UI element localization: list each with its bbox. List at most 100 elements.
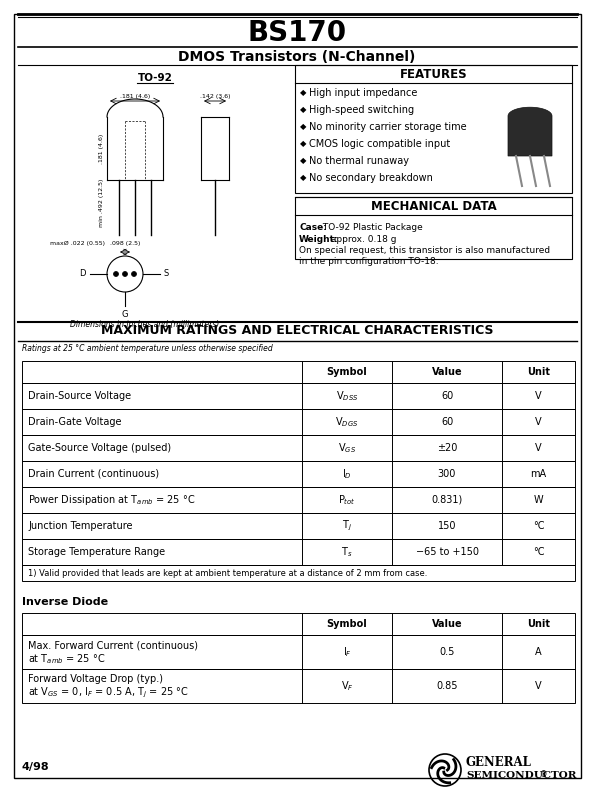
Text: −65 to +150: −65 to +150 xyxy=(415,547,478,557)
Text: mA: mA xyxy=(530,469,547,479)
Text: 0.831): 0.831) xyxy=(431,495,463,505)
Text: ◆: ◆ xyxy=(300,173,306,182)
Text: 0.85: 0.85 xyxy=(436,681,458,691)
Text: Weight:: Weight: xyxy=(299,234,339,243)
Bar xyxy=(22,383,575,409)
Text: min .492 (12.5): min .492 (12.5) xyxy=(99,178,104,227)
Text: Drain-Gate Voltage: Drain-Gate Voltage xyxy=(28,417,121,427)
Text: ±20: ±20 xyxy=(437,443,457,453)
Text: Drain-Source Voltage: Drain-Source Voltage xyxy=(28,391,131,401)
Text: ®: ® xyxy=(540,771,547,779)
Text: at T$_{amb}$ = 25 °C: at T$_{amb}$ = 25 °C xyxy=(28,652,105,666)
Bar xyxy=(22,613,575,635)
Text: DMOS Transistors (N-Channel): DMOS Transistors (N-Channel) xyxy=(178,50,416,64)
Polygon shape xyxy=(508,107,552,156)
Text: .142 (3.6): .142 (3.6) xyxy=(200,94,230,99)
Text: No minority carrier storage time: No minority carrier storage time xyxy=(309,122,466,132)
Text: P$_{tot}$: P$_{tot}$ xyxy=(338,493,356,507)
Text: Symbol: Symbol xyxy=(327,619,367,629)
Bar xyxy=(22,635,575,669)
Text: Storage Temperature Range: Storage Temperature Range xyxy=(28,547,165,557)
Text: Inverse Diode: Inverse Diode xyxy=(22,597,108,607)
Text: T$_{s}$: T$_{s}$ xyxy=(342,545,353,559)
Text: Symbol: Symbol xyxy=(327,367,367,377)
Text: Value: Value xyxy=(432,619,462,629)
Text: FEATURES: FEATURES xyxy=(400,67,467,81)
Bar xyxy=(295,65,572,193)
Bar xyxy=(22,409,575,435)
Text: W: W xyxy=(534,495,543,505)
Circle shape xyxy=(123,272,127,276)
Bar xyxy=(22,565,575,581)
Text: Max. Forward Current (continuous): Max. Forward Current (continuous) xyxy=(28,640,198,650)
Text: High input impedance: High input impedance xyxy=(309,88,417,98)
Text: S: S xyxy=(164,269,169,279)
Text: Forward Voltage Drop (typ.): Forward Voltage Drop (typ.) xyxy=(28,674,163,684)
Text: A: A xyxy=(535,647,542,657)
Bar xyxy=(22,487,575,513)
Text: No secondary breakdown: No secondary breakdown xyxy=(309,173,433,183)
Bar xyxy=(295,197,572,259)
Text: at V$_{GS}$ = 0, I$_{F}$ = 0.5 A, T$_{j}$ = 25 °C: at V$_{GS}$ = 0, I$_{F}$ = 0.5 A, T$_{j}… xyxy=(28,686,189,700)
Text: T$_{j}$: T$_{j}$ xyxy=(342,519,352,533)
Text: V$_{F}$: V$_{F}$ xyxy=(340,679,353,693)
Text: 300: 300 xyxy=(438,469,456,479)
Bar xyxy=(22,361,575,383)
Text: ◆: ◆ xyxy=(300,139,306,148)
Circle shape xyxy=(114,272,118,276)
Text: G: G xyxy=(122,310,129,319)
Text: 4/98: 4/98 xyxy=(22,762,49,772)
Text: On special request, this transistor is also manufactured: On special request, this transistor is a… xyxy=(299,246,550,255)
Text: maxØ .022 (0.55): maxØ .022 (0.55) xyxy=(50,241,105,246)
Text: in the pin configuration TO-18.: in the pin configuration TO-18. xyxy=(299,257,439,266)
Bar xyxy=(22,539,575,565)
Text: CMOS logic compatible input: CMOS logic compatible input xyxy=(309,139,450,149)
Text: 1) Valid provided that leads are kept at ambient temperature at a distance of 2 : 1) Valid provided that leads are kept at… xyxy=(28,569,427,577)
Text: V: V xyxy=(535,417,542,427)
Text: ◆: ◆ xyxy=(300,123,306,131)
Bar xyxy=(22,513,575,539)
Text: V: V xyxy=(535,681,542,691)
Text: GENERAL: GENERAL xyxy=(466,756,532,770)
Circle shape xyxy=(131,272,136,276)
Text: Power Dissipation at T$_{amb}$ = 25 °C: Power Dissipation at T$_{amb}$ = 25 °C xyxy=(28,493,195,507)
Text: 0.5: 0.5 xyxy=(439,647,455,657)
Text: Ratings at 25 °C ambient temperature unless otherwise specified: Ratings at 25 °C ambient temperature unl… xyxy=(22,344,273,353)
Text: Value: Value xyxy=(432,367,462,377)
Text: D: D xyxy=(80,269,86,279)
Text: Dimensions in inches and (millimeters): Dimensions in inches and (millimeters) xyxy=(70,320,220,329)
Text: High-speed switching: High-speed switching xyxy=(309,105,414,115)
Text: °C: °C xyxy=(533,547,544,557)
Text: V: V xyxy=(535,443,542,453)
Text: I$_{D}$: I$_{D}$ xyxy=(342,467,352,481)
Text: Drain Current (continuous): Drain Current (continuous) xyxy=(28,469,159,479)
Text: V$_{DGS}$: V$_{DGS}$ xyxy=(336,415,359,429)
Text: V$_{DSS}$: V$_{DSS}$ xyxy=(336,389,358,403)
Bar xyxy=(22,435,575,461)
Text: Gate-Source Voltage (pulsed): Gate-Source Voltage (pulsed) xyxy=(28,443,171,453)
Text: Unit: Unit xyxy=(527,619,550,629)
Text: TO-92: TO-92 xyxy=(137,73,173,83)
Text: .181 (4.6): .181 (4.6) xyxy=(99,133,104,164)
Text: MAXIMUM RATINGS AND ELECTRICAL CHARACTERISTICS: MAXIMUM RATINGS AND ELECTRICAL CHARACTER… xyxy=(101,324,493,337)
Text: BS170: BS170 xyxy=(248,19,346,47)
Text: Unit: Unit xyxy=(527,367,550,377)
Text: V$_{GS}$: V$_{GS}$ xyxy=(338,441,356,455)
Text: SEMICONDUCTOR: SEMICONDUCTOR xyxy=(466,771,577,779)
Bar xyxy=(22,461,575,487)
Text: No thermal runaway: No thermal runaway xyxy=(309,156,409,166)
Text: TO-92 Plastic Package: TO-92 Plastic Package xyxy=(320,223,423,232)
Text: ◆: ◆ xyxy=(300,105,306,115)
Text: Junction Temperature: Junction Temperature xyxy=(28,521,133,531)
Text: I$_{F}$: I$_{F}$ xyxy=(343,645,352,659)
Text: .181 (4.6): .181 (4.6) xyxy=(120,94,150,99)
Text: ◆: ◆ xyxy=(300,89,306,97)
Text: ◆: ◆ xyxy=(300,157,306,166)
Bar xyxy=(22,669,575,703)
Text: MECHANICAL DATA: MECHANICAL DATA xyxy=(371,200,496,212)
Text: °C: °C xyxy=(533,521,544,531)
Text: approx. 0.18 g: approx. 0.18 g xyxy=(328,234,397,243)
Text: 60: 60 xyxy=(441,391,453,401)
Text: 150: 150 xyxy=(438,521,456,531)
Text: Case:: Case: xyxy=(299,223,327,232)
